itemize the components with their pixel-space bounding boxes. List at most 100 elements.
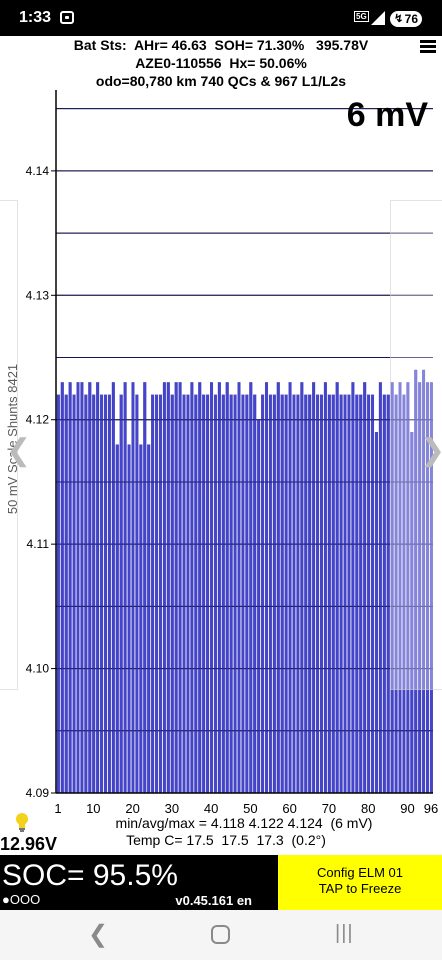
bar-cell-47 (237, 382, 241, 794)
bar-cell-1 (56, 394, 60, 794)
x-tick-label: 10 (86, 801, 100, 816)
bar-cell-8 (84, 394, 88, 794)
voltage-spread-label: 6 mV (346, 96, 428, 134)
hamburger-menu-icon[interactable] (420, 40, 436, 54)
chevron-left-icon[interactable]: ❮ (6, 434, 32, 467)
bar-cell-48 (241, 394, 245, 794)
battery-icon: 76 (390, 11, 422, 27)
bar-cell-75 (347, 394, 351, 794)
lightbulb-icon (16, 813, 28, 832)
bar-cell-44 (225, 382, 229, 794)
y-tick-label: 4.13 (26, 288, 50, 302)
bar-cell-30 (170, 394, 174, 794)
bar-cell-16 (115, 444, 119, 794)
bar-cell-42 (217, 382, 221, 794)
bar-cell-2 (60, 382, 64, 794)
bar-cell-19 (127, 444, 131, 794)
config-elm-label: Config ELM 01 (317, 865, 403, 880)
soc-value: SOC= 95.5% (2, 859, 178, 892)
recent-apps-icon[interactable]: ||| (335, 922, 354, 944)
bar-cell-39 (206, 394, 210, 794)
bar-cell-36 (194, 394, 198, 794)
bar-cell-11 (96, 382, 100, 794)
bar-cell-43 (221, 394, 225, 794)
bar-cell-28 (162, 382, 166, 794)
bar-cell-38 (202, 394, 206, 794)
y-tick-label: 4.11 (27, 537, 50, 551)
bar-cell-33 (182, 394, 186, 794)
bar-cell-4 (68, 382, 72, 794)
bar-cell-25 (151, 394, 155, 794)
bar-cell-7 (80, 382, 84, 794)
bar-cell-66 (312, 382, 316, 794)
x-tick-label: 70 (322, 801, 336, 816)
bar-cell-76 (351, 382, 355, 794)
x-tick-label: 20 (125, 801, 139, 816)
bar-cell-62 (296, 394, 300, 794)
bar-cell-59 (284, 394, 288, 794)
tap-to-freeze-label: TAP to Freeze (318, 881, 402, 896)
x-tick-label: 30 (165, 801, 179, 816)
soc-panel[interactable]: SOC= 95.5% ●OOO v0.45.161 en (0, 855, 278, 910)
bar-cell-58 (280, 394, 284, 794)
bar-cell-56 (272, 394, 276, 794)
bar-cell-80 (367, 394, 371, 794)
bar-cell-27 (158, 394, 162, 794)
battery-status-line: Bat Sts: AHr= 46.63 SOH= 71.30% 395.78V (73, 37, 369, 53)
cell-voltage-chart[interactable]: 4.09 4.10 4.11 4.12 4.13 4.14 1 10 20 30 40 50 60 70 8… (0, 90, 442, 817)
bar-cell-31 (174, 382, 178, 794)
bar-cell-51 (253, 394, 257, 794)
bar-cell-45 (229, 394, 233, 794)
bar-cell-73 (339, 394, 343, 794)
bar-cell-54 (264, 382, 269, 794)
bar-cell-67 (316, 394, 320, 794)
bar-cell-5 (72, 394, 76, 794)
navigation-bar: ❮ ||| (0, 910, 442, 960)
connection-dots: ●OOO (2, 892, 41, 907)
y-tick-label: 4.14 (26, 164, 50, 178)
bar-cell-78 (359, 394, 363, 794)
bar-cell-82 (374, 432, 378, 794)
bar-cell-15 (111, 382, 115, 794)
bar-cell-34 (186, 394, 190, 794)
chevron-right-icon[interactable]: ❯ (420, 433, 442, 468)
bar-cell-35 (190, 382, 194, 794)
bar-cell-10 (92, 394, 96, 794)
odometer-line: odo=80,780 km 740 QCs & 967 L1/L2s (95, 73, 347, 89)
bar-cell-63 (300, 382, 304, 794)
next-page-panel[interactable] (390, 200, 442, 690)
bar-cell-13 (103, 394, 108, 794)
aux-battery-voltage: 12.96V (0, 834, 58, 854)
x-tick-label: 90 (400, 801, 414, 816)
bar-cell-24 (147, 444, 151, 794)
bar-cell-23 (143, 382, 147, 794)
bar-cell-53 (261, 394, 265, 794)
bar-cell-49 (245, 394, 249, 794)
config-freeze-button[interactable]: Config ELM 01 TAP to Freeze (278, 855, 442, 910)
prev-page-panel[interactable] (0, 200, 18, 690)
bar-cell-3 (64, 394, 68, 794)
bar-cell-64 (304, 394, 308, 794)
x-tick-label: 96 (424, 801, 438, 816)
x-tick-label: 80 (361, 801, 375, 816)
bar-cell-61 (292, 394, 296, 794)
bar-cell-72 (335, 382, 339, 794)
back-icon[interactable]: ❮ (88, 921, 109, 948)
bar-cell-29 (166, 382, 170, 794)
home-icon[interactable] (211, 925, 230, 944)
bar-cell-22 (139, 444, 143, 794)
bar-cell-81 (371, 394, 375, 794)
app-version: v0.45.161 en (175, 893, 252, 908)
x-tick-label: 60 (282, 801, 296, 816)
bar-cell-60 (288, 382, 292, 794)
bar-cell-14 (107, 394, 111, 794)
bar-cell-37 (198, 382, 202, 794)
bar-cell-55 (268, 394, 272, 794)
bar-cell-70 (327, 394, 331, 794)
bar-cell-79 (363, 382, 367, 794)
bar-cell-12 (100, 394, 104, 794)
bar-cell-57 (276, 382, 280, 794)
bar-cell-18 (123, 382, 127, 794)
x-tick-label: 50 (243, 801, 257, 816)
bar-cell-69 (323, 382, 327, 794)
